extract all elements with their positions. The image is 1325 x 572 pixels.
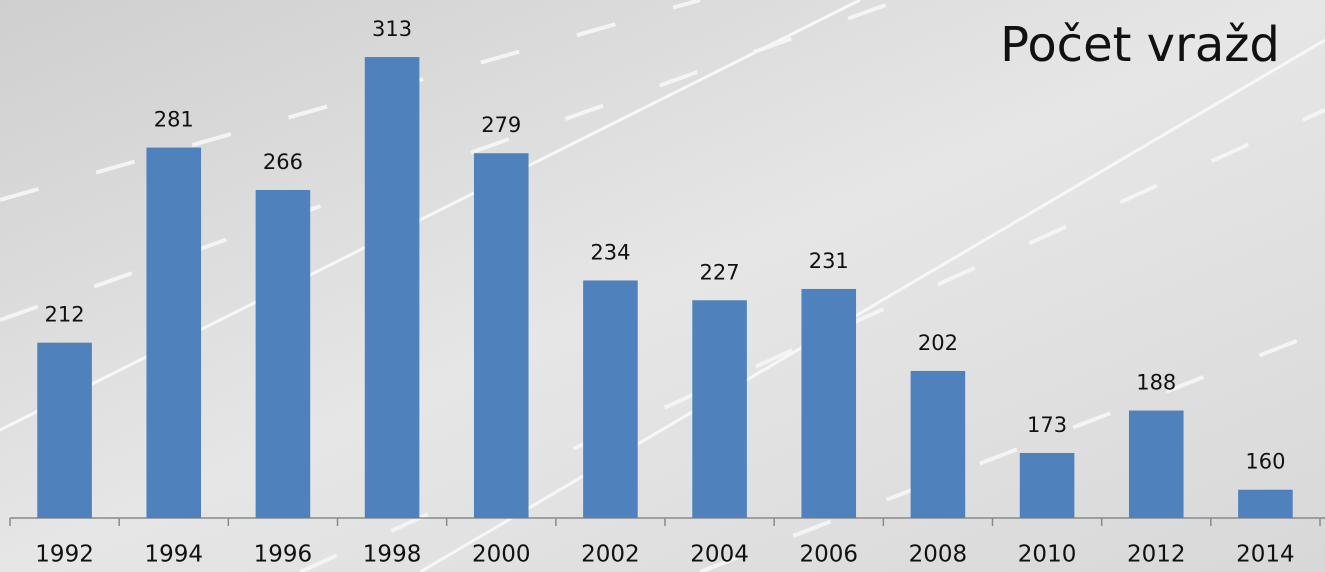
bar [801, 288, 857, 518]
bar [364, 57, 420, 518]
value-label: 202 [918, 331, 958, 355]
value-label: 227 [700, 260, 740, 284]
bar [255, 189, 311, 518]
x-tick-label: 1996 [254, 542, 313, 568]
x-tick-label: 2006 [799, 542, 858, 568]
value-label: 279 [481, 113, 521, 137]
bar [1019, 452, 1075, 518]
x-tick-label: 2014 [1236, 542, 1295, 568]
x-tick-label: 2002 [581, 542, 640, 568]
x-tick-label: 2012 [1127, 542, 1186, 568]
road-edge [0, 0, 861, 432]
bar [1238, 489, 1293, 518]
bar [37, 342, 92, 518]
bar [1128, 410, 1184, 518]
value-label: 266 [263, 150, 303, 174]
value-label: 281 [154, 108, 194, 132]
value-label: 313 [372, 17, 412, 41]
value-label: 188 [1136, 371, 1176, 395]
chart-title: Počet vražd [1000, 17, 1280, 73]
x-tick-label: 2008 [909, 542, 968, 568]
x-tick-label: 2010 [1018, 542, 1077, 568]
value-label: 173 [1027, 413, 1067, 437]
bar [910, 370, 966, 518]
x-tick-label: 1994 [144, 542, 203, 568]
value-label: 212 [45, 303, 85, 327]
x-tick-label: 2000 [472, 542, 531, 568]
value-label: 160 [1245, 450, 1285, 474]
x-tick-label: 2004 [690, 542, 749, 568]
bar [473, 153, 529, 518]
value-label: 231 [809, 249, 849, 273]
road-edge [419, 38, 1325, 572]
bar [583, 280, 638, 518]
x-tick-label: 1998 [363, 542, 422, 568]
bar [146, 147, 202, 519]
value-label: 234 [590, 240, 630, 264]
bar [692, 300, 747, 518]
x-tick-label: 1992 [35, 542, 94, 568]
